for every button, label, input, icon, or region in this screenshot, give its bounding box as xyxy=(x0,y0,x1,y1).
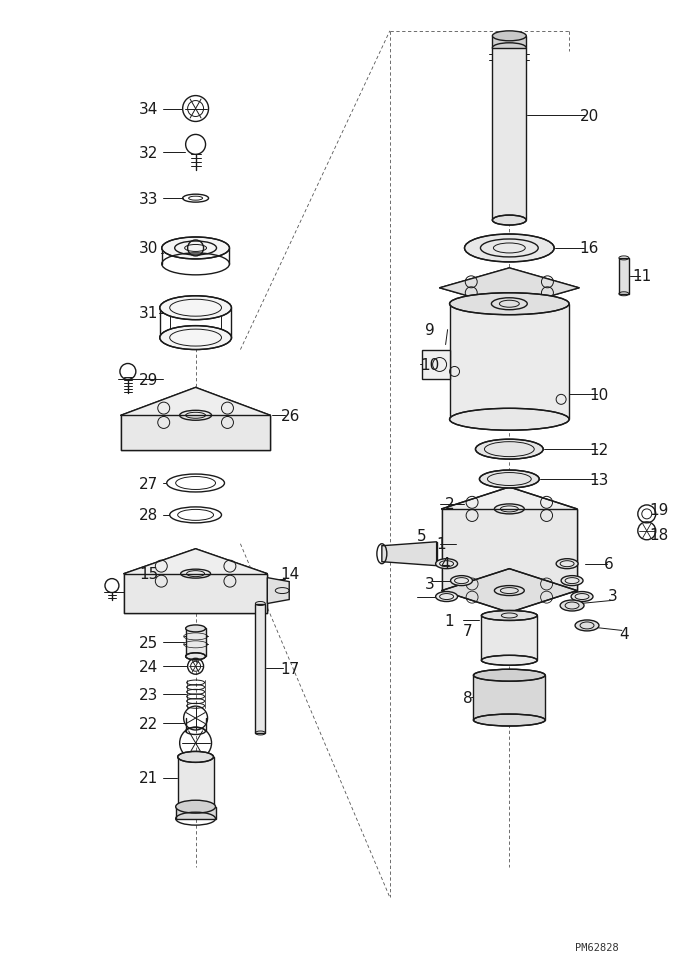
Polygon shape xyxy=(422,350,450,380)
Ellipse shape xyxy=(493,216,526,226)
Polygon shape xyxy=(382,543,437,566)
Text: 28: 28 xyxy=(139,508,158,523)
Text: 15: 15 xyxy=(139,567,158,581)
Text: 5: 5 xyxy=(417,529,426,544)
Text: 24: 24 xyxy=(139,659,158,674)
Ellipse shape xyxy=(160,297,232,321)
Polygon shape xyxy=(121,388,270,444)
Bar xyxy=(178,757,214,807)
Polygon shape xyxy=(124,574,267,613)
Text: 10: 10 xyxy=(589,388,608,402)
Bar xyxy=(619,259,629,295)
Ellipse shape xyxy=(435,592,457,602)
Ellipse shape xyxy=(178,801,214,812)
Text: 16: 16 xyxy=(579,241,599,256)
Ellipse shape xyxy=(178,752,214,763)
Ellipse shape xyxy=(482,610,537,621)
Polygon shape xyxy=(121,416,270,451)
Text: 4: 4 xyxy=(440,556,449,572)
Text: 4: 4 xyxy=(619,626,628,641)
Text: 19: 19 xyxy=(649,503,668,517)
Ellipse shape xyxy=(473,714,545,727)
Text: 25: 25 xyxy=(139,636,158,650)
Text: 34: 34 xyxy=(139,102,158,117)
Text: 12: 12 xyxy=(589,442,608,457)
Ellipse shape xyxy=(435,559,457,569)
Text: 20: 20 xyxy=(579,109,599,124)
Text: 3: 3 xyxy=(608,588,618,604)
Bar xyxy=(493,48,526,221)
Ellipse shape xyxy=(475,440,543,459)
Polygon shape xyxy=(442,487,577,531)
Ellipse shape xyxy=(575,620,599,631)
Ellipse shape xyxy=(561,576,583,586)
Ellipse shape xyxy=(482,656,537,666)
Ellipse shape xyxy=(185,625,205,632)
Text: 1: 1 xyxy=(445,613,454,628)
Bar xyxy=(473,675,545,720)
Text: PM62828: PM62828 xyxy=(575,942,619,953)
Text: 18: 18 xyxy=(649,528,668,543)
Ellipse shape xyxy=(556,559,578,569)
Text: 2: 2 xyxy=(445,497,454,512)
Text: 14: 14 xyxy=(280,567,300,581)
Ellipse shape xyxy=(185,653,205,660)
Text: 10: 10 xyxy=(420,358,440,373)
Bar xyxy=(450,304,569,420)
Ellipse shape xyxy=(560,601,584,611)
Bar xyxy=(493,37,526,48)
Text: 9: 9 xyxy=(425,323,435,338)
Text: 3: 3 xyxy=(425,577,435,591)
Ellipse shape xyxy=(160,327,232,350)
Bar xyxy=(256,604,265,734)
Ellipse shape xyxy=(464,234,554,263)
Text: 21: 21 xyxy=(139,770,158,786)
Ellipse shape xyxy=(450,294,569,315)
Text: 27: 27 xyxy=(139,476,158,491)
Polygon shape xyxy=(440,268,579,308)
Ellipse shape xyxy=(480,471,539,488)
Text: 26: 26 xyxy=(280,408,300,423)
Polygon shape xyxy=(124,549,267,599)
Ellipse shape xyxy=(162,237,229,260)
Polygon shape xyxy=(442,569,577,612)
Text: 31: 31 xyxy=(139,306,158,321)
Text: 29: 29 xyxy=(139,372,158,388)
Ellipse shape xyxy=(450,409,569,431)
Text: 7: 7 xyxy=(463,623,473,639)
Ellipse shape xyxy=(176,800,216,813)
Ellipse shape xyxy=(493,32,526,42)
Ellipse shape xyxy=(493,44,526,53)
Text: 1: 1 xyxy=(437,537,446,551)
Text: 17: 17 xyxy=(280,661,300,676)
Text: 6: 6 xyxy=(604,556,614,572)
Text: 13: 13 xyxy=(589,472,608,487)
Polygon shape xyxy=(267,578,289,604)
Text: 22: 22 xyxy=(139,716,158,731)
Text: 8: 8 xyxy=(463,690,473,704)
Polygon shape xyxy=(442,510,577,591)
Ellipse shape xyxy=(571,592,593,602)
Text: 11: 11 xyxy=(633,269,651,284)
Bar xyxy=(482,616,537,661)
Text: 30: 30 xyxy=(139,241,158,256)
Ellipse shape xyxy=(473,670,545,681)
Text: 32: 32 xyxy=(139,145,158,161)
Bar xyxy=(176,807,216,819)
Text: 23: 23 xyxy=(139,687,158,702)
Bar xyxy=(185,629,205,657)
Ellipse shape xyxy=(451,576,473,586)
Text: 33: 33 xyxy=(139,192,158,206)
